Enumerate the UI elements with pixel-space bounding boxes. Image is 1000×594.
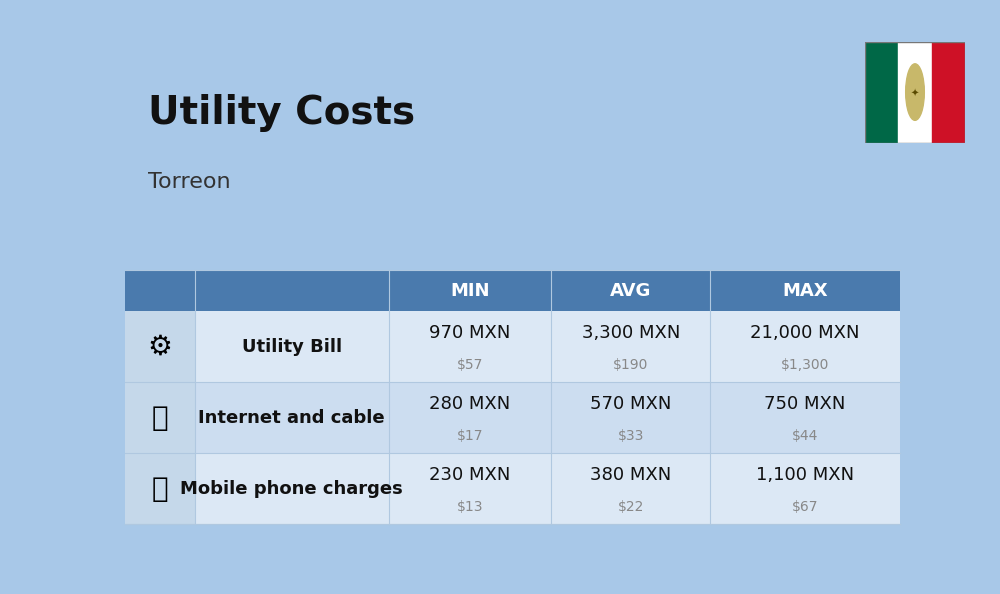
- Text: $13: $13: [457, 500, 483, 514]
- Text: Utility Bill: Utility Bill: [242, 338, 342, 356]
- Text: ⚙: ⚙: [147, 333, 172, 361]
- Text: $44: $44: [792, 429, 818, 443]
- FancyBboxPatch shape: [195, 311, 900, 383]
- Text: 230 MXN: 230 MXN: [429, 466, 511, 484]
- Text: 1,100 MXN: 1,100 MXN: [756, 466, 854, 484]
- Text: Torreon: Torreon: [148, 172, 231, 192]
- Circle shape: [906, 64, 924, 121]
- Text: 📶: 📶: [152, 404, 168, 432]
- Text: 📱: 📱: [152, 475, 168, 503]
- Text: 280 MXN: 280 MXN: [429, 395, 511, 413]
- FancyBboxPatch shape: [125, 311, 195, 383]
- Text: AVG: AVG: [610, 282, 651, 300]
- FancyBboxPatch shape: [125, 453, 195, 524]
- FancyBboxPatch shape: [195, 453, 900, 524]
- FancyBboxPatch shape: [125, 383, 195, 453]
- Text: $22: $22: [618, 500, 644, 514]
- Text: 570 MXN: 570 MXN: [590, 395, 671, 413]
- Text: 3,300 MXN: 3,300 MXN: [582, 324, 680, 342]
- Text: MIN: MIN: [450, 282, 490, 300]
- Text: $67: $67: [792, 500, 818, 514]
- Text: $190: $190: [613, 358, 648, 372]
- Text: $33: $33: [618, 429, 644, 443]
- Bar: [898, 42, 932, 143]
- Text: 380 MXN: 380 MXN: [590, 466, 671, 484]
- FancyBboxPatch shape: [195, 383, 900, 453]
- Text: Internet and cable: Internet and cable: [198, 409, 385, 426]
- Text: Utility Costs: Utility Costs: [148, 94, 415, 132]
- Text: $57: $57: [457, 358, 483, 372]
- Bar: [932, 42, 965, 143]
- Text: 21,000 MXN: 21,000 MXN: [750, 324, 860, 342]
- Text: 750 MXN: 750 MXN: [764, 395, 846, 413]
- Text: $17: $17: [457, 429, 483, 443]
- Text: 970 MXN: 970 MXN: [429, 324, 511, 342]
- Text: $1,300: $1,300: [781, 358, 829, 372]
- Text: ✦: ✦: [911, 89, 919, 99]
- Bar: [865, 42, 898, 143]
- Text: MAX: MAX: [782, 282, 828, 300]
- FancyBboxPatch shape: [125, 270, 900, 311]
- Text: Mobile phone charges: Mobile phone charges: [180, 479, 403, 498]
